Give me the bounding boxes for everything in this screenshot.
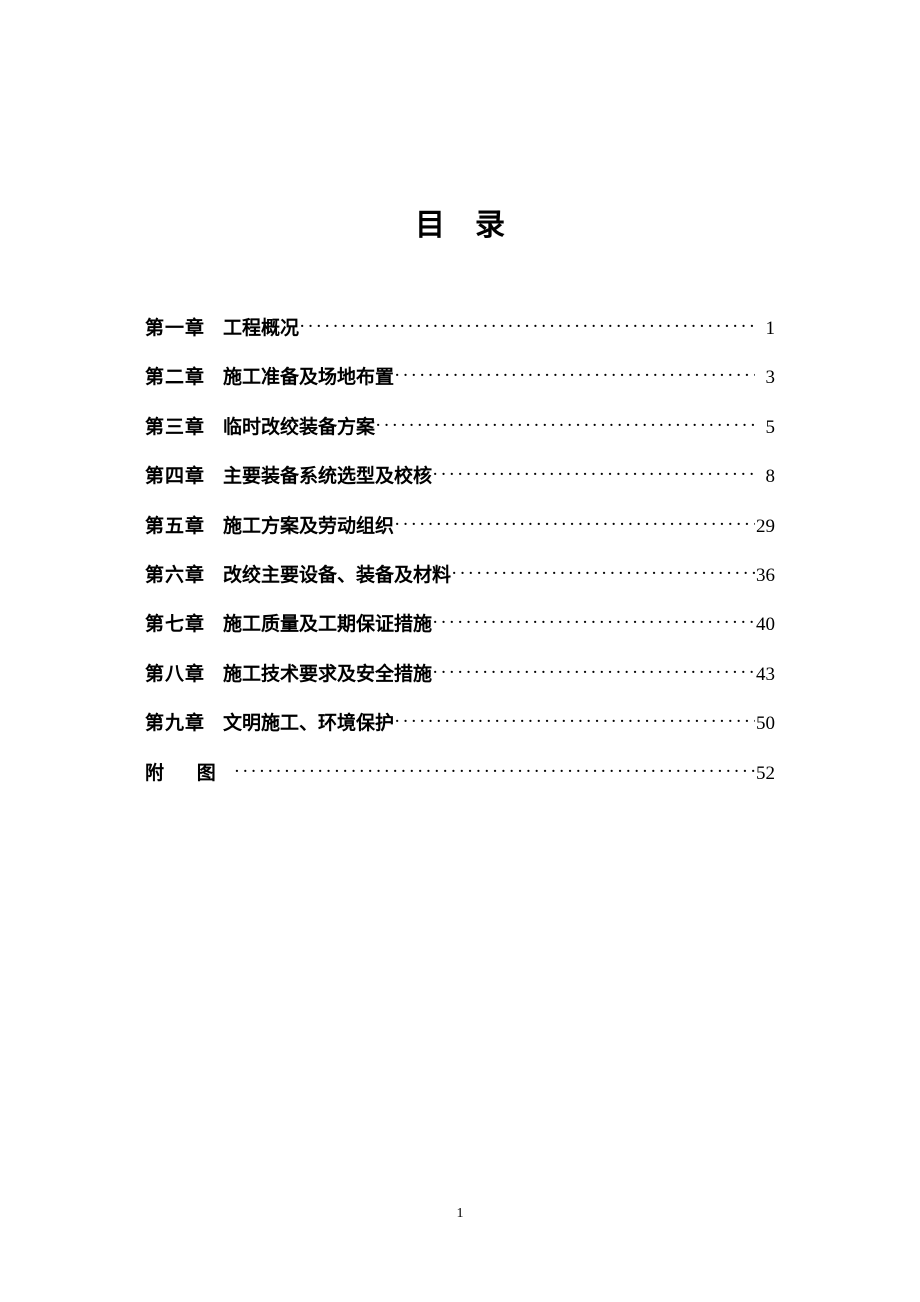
toc-item: 第四章 主要装备系统选型及校核 8 <box>145 452 775 501</box>
toc-name: 工程概况 <box>223 304 299 353</box>
toc-page: 50 <box>755 699 775 748</box>
toc-title: 目录 <box>145 200 775 244</box>
toc-page: 43 <box>755 650 775 699</box>
toc-chapter: 第五章 <box>145 502 205 551</box>
toc-dots <box>299 302 755 351</box>
toc-page: 36 <box>755 551 775 600</box>
toc-item: 第八章 施工技术要求及安全措施 43 <box>145 650 775 699</box>
toc-name: 施工准备及场地布置 <box>223 353 394 402</box>
toc-dots <box>432 598 755 647</box>
page-container: 目录 第一章 工程概况 1 第二章 施工准备及场地布置 3 第三章 临时改绞装备… <box>0 0 920 798</box>
toc-page: 52 <box>755 749 775 798</box>
toc-name: 改绞主要设备、装备及材料 <box>223 551 451 600</box>
toc-dots <box>234 747 755 796</box>
toc-name: 施工技术要求及安全措施 <box>223 650 432 699</box>
toc-chapter: 附 图 <box>145 749 230 798</box>
toc-item: 第九章 文明施工、环境保护 50 <box>145 699 775 748</box>
toc-chapter: 第六章 <box>145 551 205 600</box>
toc-chapter: 第四章 <box>145 452 205 501</box>
toc-page: 8 <box>755 452 775 501</box>
toc-chapter: 第七章 <box>145 600 205 649</box>
toc-page: 1 <box>755 304 775 353</box>
toc-item: 附 图 52 <box>145 749 775 798</box>
toc-chapter: 第九章 <box>145 699 205 748</box>
toc-dots <box>394 697 755 746</box>
toc-chapter: 第一章 <box>145 304 205 353</box>
toc-item: 第五章 施工方案及劳动组织 29 <box>145 502 775 551</box>
toc-list: 第一章 工程概况 1 第二章 施工准备及场地布置 3 第三章 临时改绞装备方案 … <box>145 304 775 798</box>
toc-chapter: 第八章 <box>145 650 205 699</box>
toc-name: 临时改绞装备方案 <box>223 403 375 452</box>
toc-item: 第六章 改绞主要设备、装备及材料 36 <box>145 551 775 600</box>
toc-page: 5 <box>755 403 775 452</box>
page-number: 1 <box>0 1206 920 1222</box>
toc-dots <box>432 450 755 499</box>
toc-dots <box>375 401 755 450</box>
toc-chapter: 第二章 <box>145 353 205 402</box>
toc-name: 施工方案及劳动组织 <box>223 502 394 551</box>
toc-page: 3 <box>755 353 775 402</box>
toc-item: 第七章 施工质量及工期保证措施 40 <box>145 600 775 649</box>
toc-page: 40 <box>755 600 775 649</box>
toc-dots <box>432 648 755 697</box>
toc-name: 文明施工、环境保护 <box>223 699 394 748</box>
toc-dots <box>394 500 755 549</box>
toc-dots <box>394 351 755 400</box>
toc-chapter: 第三章 <box>145 403 205 452</box>
toc-item: 第二章 施工准备及场地布置 3 <box>145 353 775 402</box>
toc-item: 第一章 工程概况 1 <box>145 304 775 353</box>
toc-item: 第三章 临时改绞装备方案 5 <box>145 403 775 452</box>
toc-name: 主要装备系统选型及校核 <box>223 452 432 501</box>
toc-dots <box>451 549 755 598</box>
toc-name: 施工质量及工期保证措施 <box>223 600 432 649</box>
toc-page: 29 <box>755 502 775 551</box>
